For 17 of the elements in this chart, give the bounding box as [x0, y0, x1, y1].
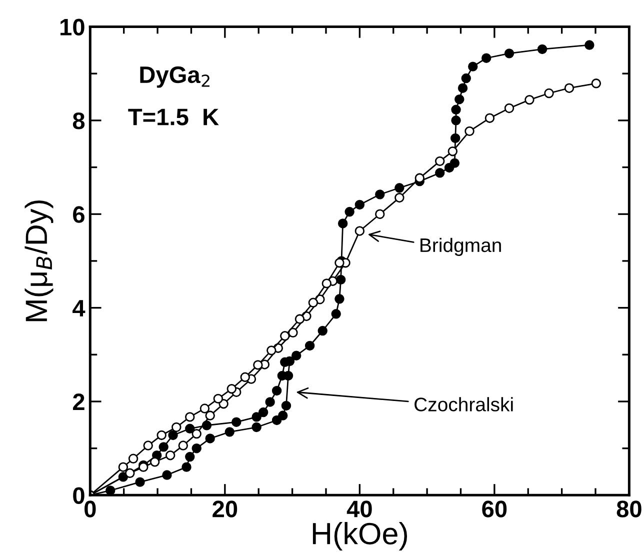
y-tick-label: 10	[60, 18, 84, 36]
annotation: DyGa$_{2}$	[140, 66, 210, 88]
x-tick-label: 0	[84, 500, 96, 518]
x-tick-label: 80	[616, 500, 642, 518]
y-tick-label: 0	[73, 487, 84, 504]
annotation: Bridgman	[420, 238, 501, 256]
x-axis-title: H(kOe)	[312, 522, 408, 551]
x-tick-label: 20	[212, 500, 238, 518]
x-tick-label: 60	[482, 500, 507, 518]
annotation: Czochralski	[414, 397, 513, 412]
y-axis-title: M(μ$_{B}$/Dy)	[24, 200, 54, 322]
y-tick-label: 6	[73, 206, 84, 223]
x-tick-label: 40	[346, 500, 372, 518]
y-tick-label: 2	[72, 394, 84, 410]
y-tick-label: 8	[72, 112, 85, 130]
y-tick-label: 4	[72, 300, 86, 316]
annotation: T=1.5 K	[128, 108, 219, 126]
